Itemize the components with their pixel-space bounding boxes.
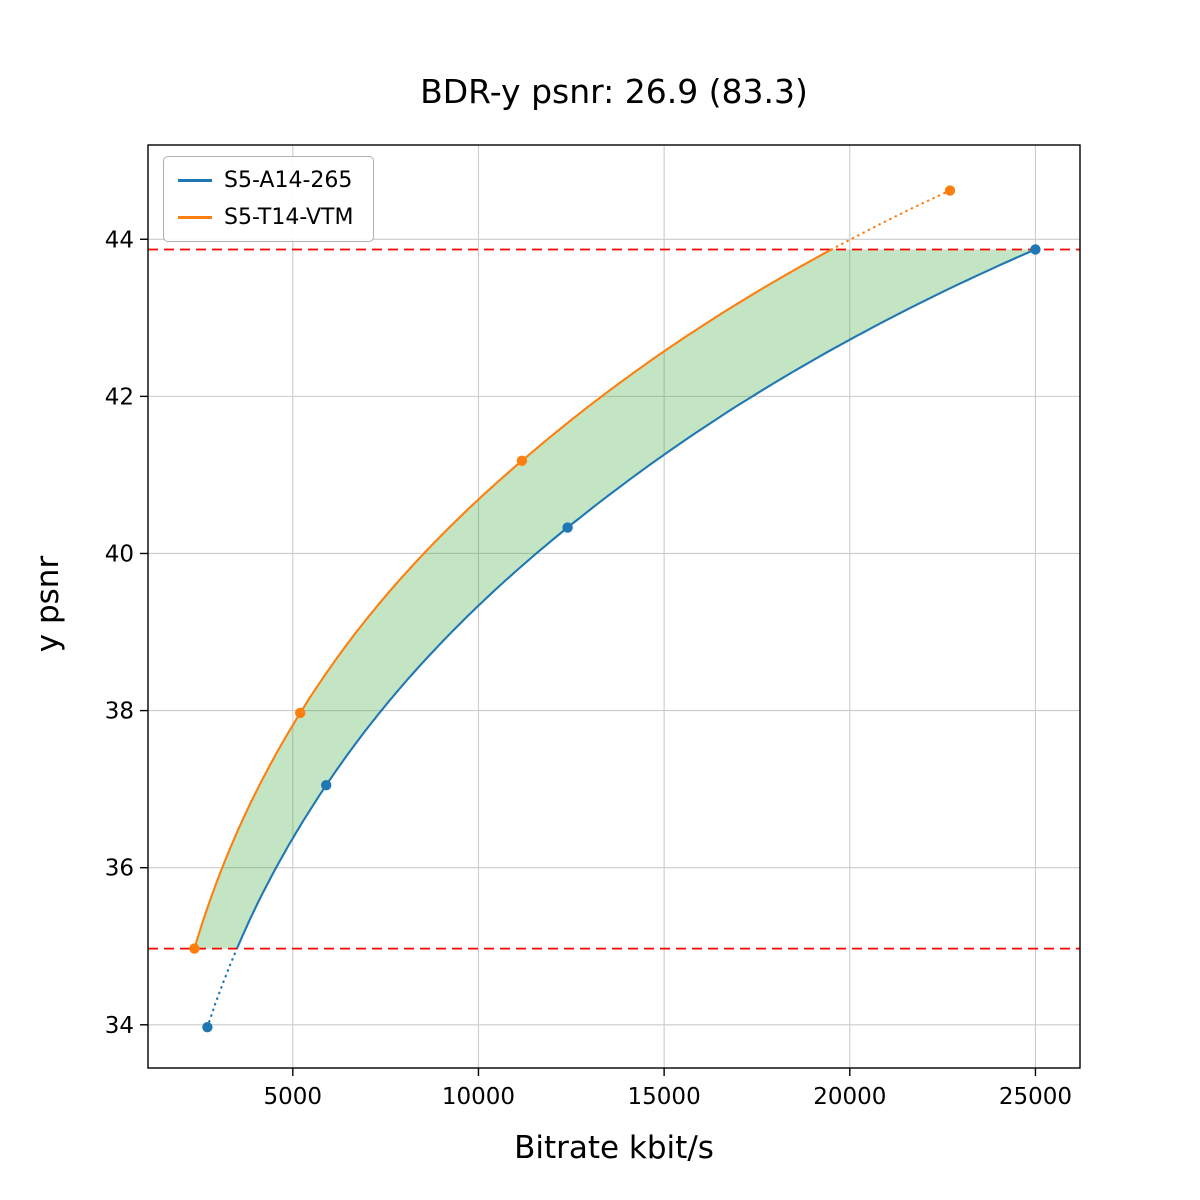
- y-tick-label: 40: [105, 541, 134, 567]
- legend-line-swatch-blue: [178, 179, 212, 182]
- x-tick-label: 5000: [264, 1084, 323, 1110]
- curve-solid: [193, 248, 832, 949]
- data-point-marker: [516, 455, 528, 466]
- y-tick-label: 38: [105, 699, 134, 725]
- bd-rate-fill-region: [194, 249, 1036, 949]
- legend-line-swatch-orange: [178, 216, 212, 219]
- chart-title: BDR-y psnr: 26.9 (83.3): [420, 72, 808, 111]
- x-tick-label: 10000: [442, 1084, 515, 1110]
- data-point-marker: [944, 185, 956, 196]
- y-tick-label: 42: [105, 384, 134, 410]
- data-point-marker: [202, 1021, 213, 1033]
- y-tick-label: 34: [105, 1013, 134, 1039]
- curve-dotted-segment: [830, 189, 952, 251]
- legend-item-s5-a14-265: S5-A14-265: [178, 168, 353, 193]
- legend-label: S5-A14-265: [224, 168, 353, 193]
- y-tick-label: 44: [105, 227, 134, 253]
- x-tick-label: 15000: [628, 1084, 701, 1110]
- y-axis-label: y psnr: [30, 555, 66, 653]
- curve-dotted-segment: [206, 947, 238, 1029]
- data-point-marker: [189, 943, 200, 954]
- x-axis-label: Bitrate kbit/s: [514, 1130, 714, 1166]
- plot-border: [147, 144, 1081, 1069]
- x-tick-label: 25000: [999, 1084, 1072, 1110]
- legend-label: S5-T14-VTM: [224, 205, 354, 230]
- legend-item-s5-t14-vtm: S5-T14-VTM: [178, 205, 353, 230]
- data-point-marker: [562, 522, 573, 533]
- data-point-marker: [295, 707, 306, 719]
- data-point-marker: [321, 780, 332, 791]
- x-tick-label: 20000: [813, 1084, 886, 1110]
- curve-solid: [236, 248, 1036, 950]
- legend: S5-A14-265 S5-T14-VTM: [163, 156, 375, 242]
- y-tick-label: 36: [105, 856, 134, 882]
- data-point-marker: [1030, 244, 1041, 255]
